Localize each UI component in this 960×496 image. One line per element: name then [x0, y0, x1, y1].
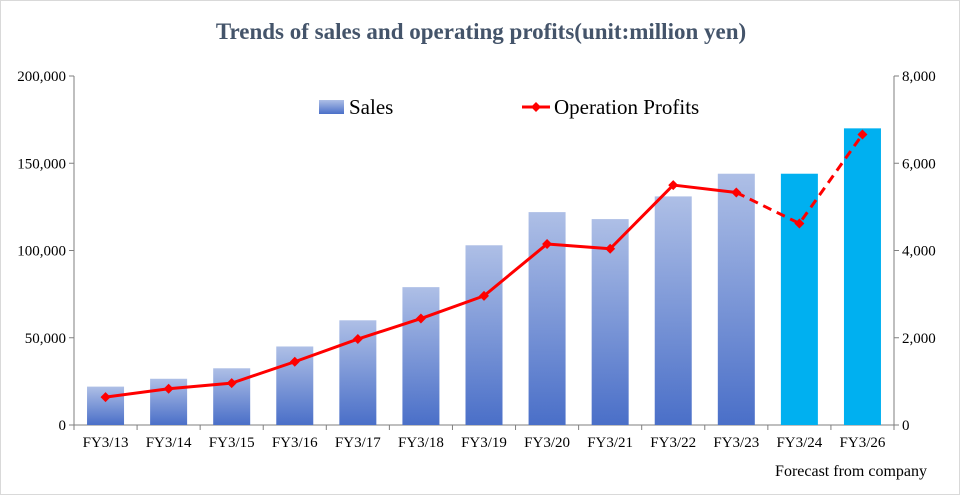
- plot-area: 0 50,000 100,000 150,000 200,000 0 2,000 4,000…: [17, 69, 936, 451]
- chart-title: Trends of sales and operating profits(un…: [216, 19, 746, 44]
- forecast-note: Forecast from company: [775, 463, 927, 480]
- category-label: FY3/19: [461, 435, 507, 451]
- profit-point: [479, 290, 489, 301]
- profit-line-forecast: [735, 133, 864, 226]
- category-label: FY3/24: [776, 435, 822, 451]
- sales-bar: [465, 245, 503, 425]
- category-label: FY3/23: [713, 435, 759, 451]
- category-label: FY3/17: [335, 435, 381, 451]
- right-tick-label: 8,000: [902, 69, 936, 85]
- legend-sales-label: Sales: [349, 95, 393, 119]
- profit-point: [668, 180, 679, 191]
- profit-point: [415, 313, 426, 324]
- sales-bar: [213, 368, 251, 425]
- category-label: FY3/14: [146, 435, 192, 451]
- right-tick-label: 4,000: [902, 244, 936, 260]
- sales-bar-forecast: [780, 173, 818, 425]
- profit-point: [857, 129, 868, 140]
- category-label: FY3/15: [209, 435, 255, 451]
- right-axis-ticks: 0 2,000 4,000 6,000 8,000: [894, 69, 936, 434]
- left-tick-label: 100,000: [17, 244, 66, 260]
- sales-bar: [402, 287, 440, 425]
- profit-point: [226, 378, 237, 389]
- profit-point: [731, 187, 742, 198]
- sales-bar: [654, 196, 692, 425]
- category-labels: FY3/13 FY3/14 FY3/15 FY3/16 FY3/17 FY3/18 FY3/…: [73, 425, 895, 451]
- profit-line: [100, 129, 868, 403]
- legend-profit-label: Operation Profits: [554, 95, 699, 119]
- category-label: FY3/21: [587, 435, 633, 451]
- category-label: FY3/26: [840, 435, 886, 451]
- profit-point: [794, 218, 805, 229]
- category-label: FY3/13: [83, 435, 129, 451]
- profit-point: [352, 334, 363, 345]
- left-tick-label: 150,000: [17, 156, 66, 172]
- legend: Sales Operation Profits: [319, 95, 699, 119]
- sales-bars: [87, 128, 881, 425]
- legend-profit-marker: [531, 102, 541, 112]
- profit-point: [289, 356, 300, 367]
- sales-bar-forecast: [843, 128, 881, 425]
- profit-point: [605, 243, 616, 254]
- category-label: FY3/22: [650, 435, 696, 451]
- left-tick-label: 0: [59, 418, 67, 434]
- profit-point: [542, 238, 553, 249]
- left-tick-label: 50,000: [25, 331, 66, 347]
- category-label: FY3/16: [272, 435, 318, 451]
- right-tick-label: 0: [902, 418, 910, 434]
- legend-sales-swatch: [319, 100, 344, 114]
- profit-point: [163, 383, 174, 394]
- right-tick-label: 2,000: [902, 331, 936, 347]
- left-axis-ticks: 0 50,000 100,000 150,000 200,000: [17, 69, 74, 434]
- right-tick-label: 6,000: [902, 156, 936, 172]
- profit-point: [100, 392, 111, 403]
- sales-bar: [717, 173, 755, 425]
- category-label: FY3/20: [524, 435, 570, 451]
- category-label: FY3/18: [398, 435, 444, 451]
- left-tick-label: 200,000: [17, 69, 66, 85]
